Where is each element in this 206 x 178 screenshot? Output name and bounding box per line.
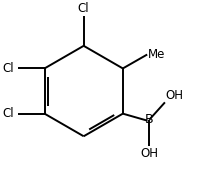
Text: OH: OH xyxy=(166,89,184,102)
Text: OH: OH xyxy=(140,147,158,160)
Text: B: B xyxy=(145,113,154,126)
Text: Cl: Cl xyxy=(78,2,89,15)
Text: Cl: Cl xyxy=(2,107,14,120)
Text: Cl: Cl xyxy=(2,62,14,75)
Text: Me: Me xyxy=(148,48,165,61)
